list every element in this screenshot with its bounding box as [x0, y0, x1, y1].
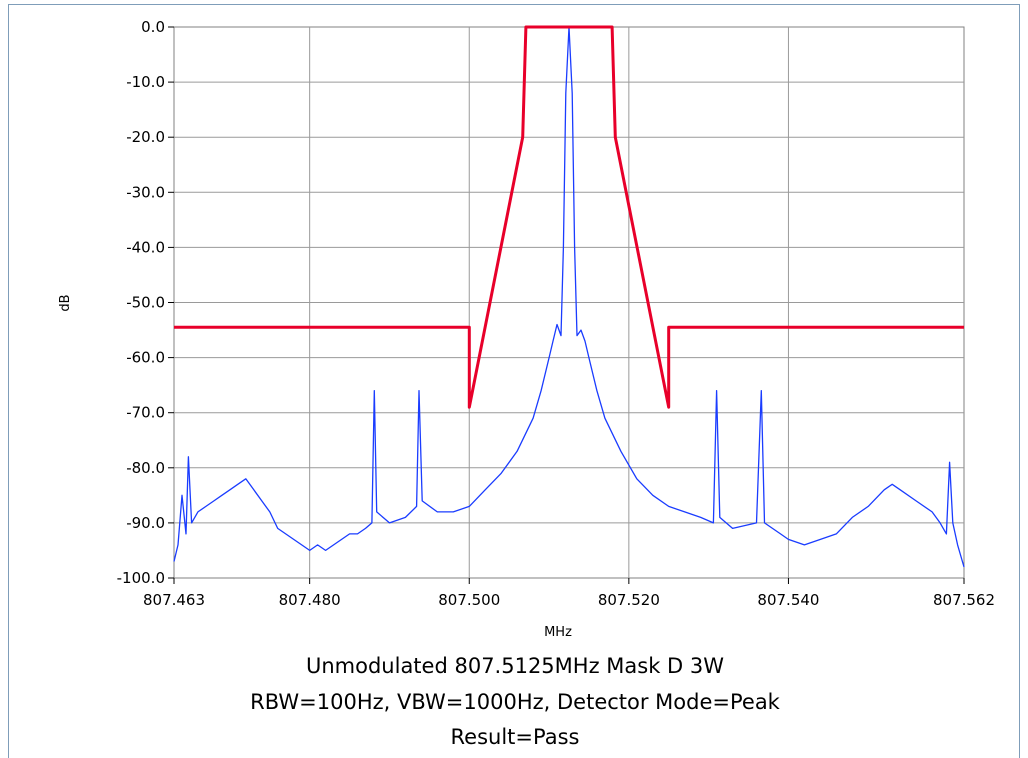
x-tick-label: 807.463 [143, 591, 205, 609]
y-tick-label: -70.0 [126, 404, 165, 422]
x-tick-label: 807.480 [279, 591, 341, 609]
y-tick-label: -100.0 [117, 569, 165, 587]
y-tick-label: -20.0 [126, 128, 165, 146]
y-axis-title: dB [58, 294, 73, 311]
chart-window: 0.0 -10.0 -20.0 -30.0 -40.0 -50.0 -60.0 -70.0 -8… [8, 4, 1020, 758]
axis-ticks: 0.0 -10.0 -20.0 -30.0 -40.0 -50.0 -60.0 -70.0 -8… [117, 18, 995, 609]
y-tick-label: -90.0 [126, 514, 165, 532]
chart-caption-line-3: Result=Pass [450, 725, 580, 749]
x-tick-label: 807.562 [933, 591, 995, 609]
mask-line [174, 25, 964, 409]
y-tick-label: -60.0 [126, 349, 165, 367]
y-tick-label: -30.0 [126, 183, 165, 201]
x-tick-label: 807.500 [438, 591, 500, 609]
series-group [173, 25, 965, 568]
y-tick-label: -40.0 [126, 238, 165, 256]
x-tick-label: 807.520 [598, 591, 660, 609]
y-tick-label: -10.0 [126, 73, 165, 91]
y-tick-label: 0.0 [141, 18, 165, 36]
spectrum-trace [173, 26, 965, 568]
grid [174, 27, 964, 578]
x-axis-title: MHz [544, 625, 572, 640]
y-tick-label: -50.0 [126, 294, 165, 312]
x-tick-label: 807.540 [757, 591, 819, 609]
spectrum-chart: 0.0 -10.0 -20.0 -30.0 -40.0 -50.0 -60.0 -70.0 -8… [58, 18, 995, 640]
chart-caption-line-1: Unmodulated 807.5125MHz Mask D 3W [305, 654, 725, 678]
chart-caption-line-2: RBW=100Hz, VBW=1000Hz, Detector Mode=Pea… [250, 690, 780, 714]
y-tick-label: -80.0 [126, 459, 165, 477]
